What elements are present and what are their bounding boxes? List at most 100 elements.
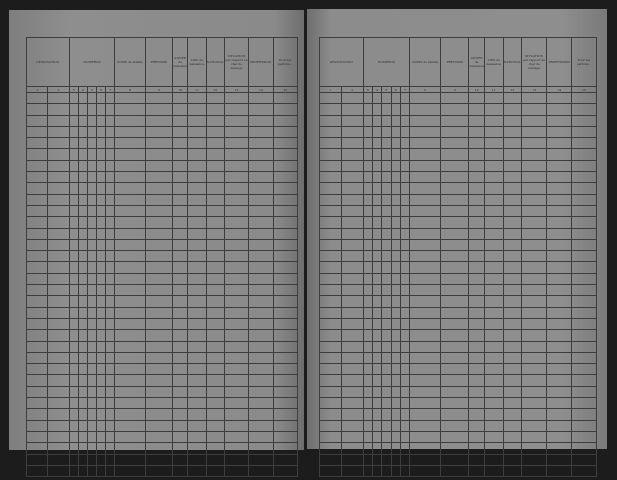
table-cell [399,329,411,342]
table-cell [205,284,225,297]
table-cell [105,238,116,252]
table-row [25,295,299,308]
table-cell [144,261,174,274]
table-cell [483,261,504,274]
table-cell [68,453,79,466]
table-cell [468,159,485,173]
table-cell [86,261,98,274]
table-cell [187,306,207,319]
table-cell [546,182,573,195]
table-cell [86,340,98,353]
table-cell [521,238,548,252]
table-cell [468,374,485,387]
table-cell [381,453,392,466]
table-cell [47,295,70,308]
table-cell [187,453,207,466]
table-cell [399,363,411,376]
table-cell [144,374,174,387]
table-cell [68,464,79,478]
table-cell [86,317,98,331]
table-cell [390,385,401,399]
table-cell [546,238,573,252]
table-cell [440,114,470,127]
table-cell [205,137,225,150]
table-cell [205,306,225,319]
table-cell [440,363,470,376]
table-cell [144,408,174,421]
table-row [319,329,597,342]
table-cell [47,374,70,387]
table-cell [114,204,146,218]
header-numeros: NUMÉROS [68,37,116,87]
table-cell [319,351,342,365]
table-cell [340,193,364,206]
table-cell [483,295,504,308]
table-cell [319,238,342,252]
table-cell [319,182,342,195]
table-cell [319,125,342,139]
table-cell [381,250,392,263]
table-cell [440,408,470,421]
table-cell [546,374,573,387]
table-cell [95,419,107,432]
table-row [319,114,597,127]
table-row [25,91,299,105]
table-cell [25,216,49,229]
table-cell [272,159,299,173]
table-cell [502,204,523,218]
table-cell [25,295,49,308]
table-cell [483,272,504,286]
table-cell [223,159,250,173]
table-cell [47,261,70,274]
table-cell [86,464,98,478]
table-cell [68,340,79,353]
table-cell [144,182,174,195]
table-cell [340,306,364,319]
table-cell [272,363,299,376]
table-cell [272,430,299,444]
table-cell [399,182,411,195]
table-cell [172,250,189,263]
table-cell [86,272,98,286]
table-cell [319,464,342,478]
table-cell [319,148,342,161]
table-cell [381,329,392,342]
table-cell [381,159,392,173]
table-cell [47,238,70,252]
table-cell [440,385,470,399]
table-cell [502,329,523,342]
table-cell [205,340,225,353]
table-cell [205,272,225,286]
table-cell [468,442,485,455]
table-cell [381,430,392,444]
table-cell [86,430,98,444]
table-cell [399,272,411,286]
table-cell [409,317,442,331]
table-cell [362,306,373,319]
table-cell [144,91,174,105]
table-cell [502,419,523,432]
table-row [319,91,597,105]
table-cell [86,114,98,127]
table-cell [68,397,79,410]
table-cell [86,284,98,297]
table-cell [77,204,88,218]
table-cell [546,397,573,410]
table-cell [272,340,299,353]
table-cell [272,374,299,387]
table-row [319,227,597,240]
table-cell [25,261,49,274]
table-cell [86,419,98,432]
table-cell [144,430,174,444]
table-cell [319,385,342,399]
table-cell [105,125,116,139]
table-cell [502,171,523,184]
table-cell [248,374,274,387]
table-cell [223,182,250,195]
table-cell [187,182,207,195]
table-cell [521,306,548,319]
table-cell [381,385,392,399]
table-cell [468,272,485,286]
table-cell [546,250,573,263]
table-cell [95,317,107,331]
